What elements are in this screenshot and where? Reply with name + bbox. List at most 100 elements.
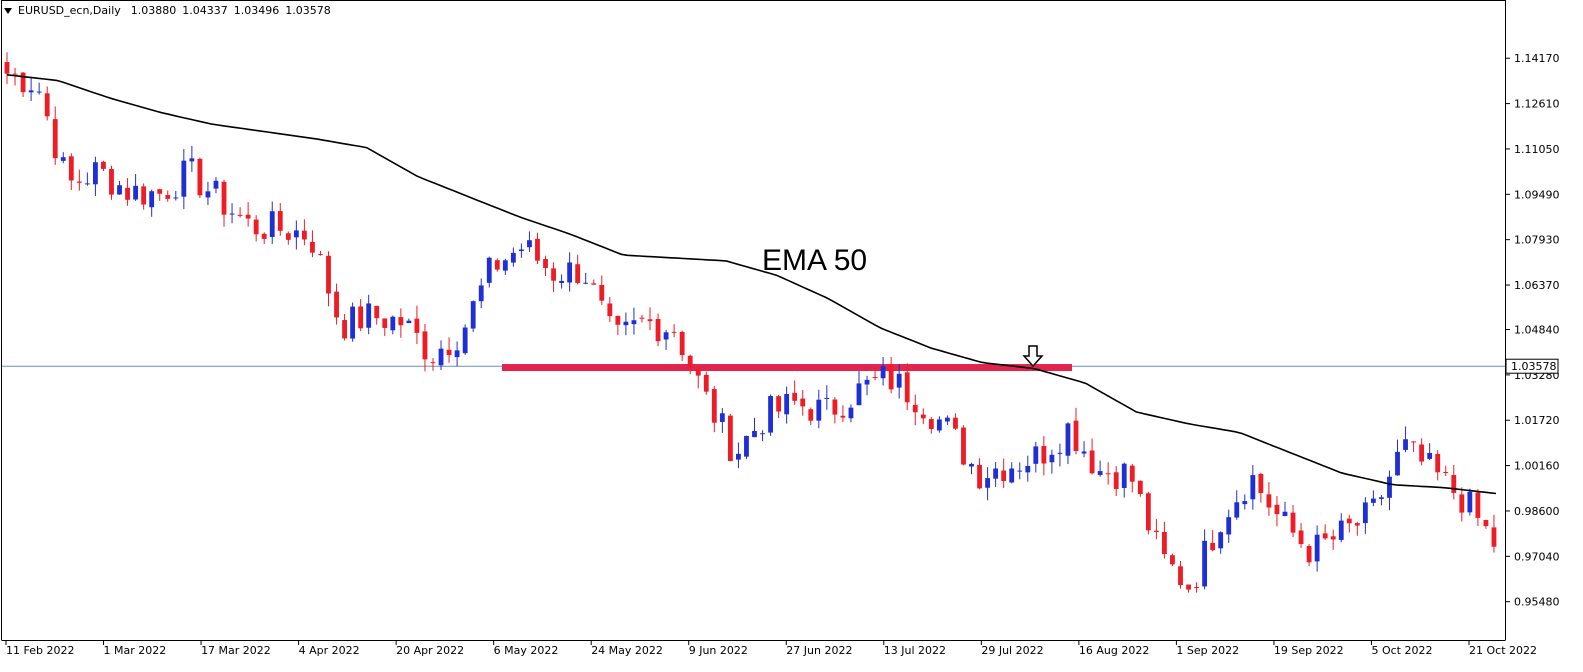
candle-body: [1354, 523, 1360, 526]
candle-body: [462, 327, 468, 354]
candle-body: [221, 181, 227, 215]
candle-body: [1001, 470, 1007, 482]
candle-body: [1202, 540, 1208, 587]
candle-body: [109, 168, 114, 195]
candle-body: [1467, 491, 1473, 513]
candle-body: [1403, 439, 1408, 450]
candle-body: [1033, 446, 1039, 464]
candle-body: [1234, 502, 1240, 518]
candle-body: [655, 319, 661, 342]
candle-body: [784, 393, 790, 415]
x-tick-label: 5 Oct 2022: [1371, 644, 1432, 657]
candle-body: [567, 262, 573, 283]
candle-body: [350, 306, 356, 339]
candle-body: [768, 396, 773, 433]
candle-body: [1081, 451, 1087, 454]
candle-body: [117, 185, 122, 195]
candle-body: [969, 463, 974, 467]
candle-body: [358, 306, 364, 329]
candle-body: [888, 364, 894, 390]
candle-body: [727, 415, 733, 462]
y-tick-label: 1.01720: [1514, 414, 1560, 427]
support-zone-bar: [502, 364, 1072, 372]
x-tick-label: 17 Mar 2022: [201, 644, 271, 657]
candle-body: [711, 389, 717, 423]
candle-body: [60, 157, 66, 161]
candle-body: [912, 404, 918, 413]
y-tick-label: 1.11050: [1514, 143, 1560, 156]
x-tick-label: 16 Aug 2022: [1079, 644, 1149, 657]
candle-body: [1250, 475, 1256, 500]
candle-body: [1226, 517, 1232, 535]
candle-body: [1186, 584, 1191, 590]
y-tick-label: 1.12610: [1514, 98, 1560, 111]
candle-body: [101, 161, 106, 169]
candle-body: [237, 214, 243, 216]
candle-body: [736, 453, 741, 460]
candle-body: [607, 303, 613, 317]
candle-body: [1362, 502, 1368, 524]
candle-body: [1491, 527, 1497, 547]
candle-body: [848, 407, 854, 419]
candle-body: [205, 191, 211, 198]
candle-body: [1338, 520, 1344, 540]
candle-body: [703, 374, 709, 392]
candle-body: [245, 214, 251, 219]
candle-body: [518, 249, 524, 252]
candle-body: [623, 321, 629, 326]
candle-body: [840, 415, 846, 418]
candle-body: [1387, 476, 1392, 498]
candle-body: [864, 379, 870, 385]
candle-body: [494, 260, 500, 270]
candle-body: [1451, 475, 1457, 493]
candle-body: [856, 383, 862, 406]
candle-body: [1322, 533, 1328, 539]
ohlc-low: 1.03496: [233, 4, 280, 17]
y-tick-label: 1.07930: [1514, 234, 1560, 247]
candle-body: [44, 93, 50, 117]
candle-body: [1113, 472, 1119, 490]
candle-body: [816, 399, 822, 421]
candle-body: [639, 317, 645, 319]
candle-body: [543, 259, 548, 268]
candle-body: [1097, 471, 1103, 475]
y-tick-label: 0.98600: [1514, 505, 1560, 518]
candle-body: [1427, 452, 1433, 459]
candle-body: [197, 158, 203, 196]
candle-body: [406, 320, 412, 324]
candle-body: [382, 318, 388, 328]
candle-body: [1258, 473, 1264, 494]
candle-body: [1483, 520, 1489, 527]
candle-body: [438, 348, 444, 366]
candle-body: [1459, 494, 1465, 513]
candle-body: [1121, 463, 1127, 488]
candle-body: [744, 435, 749, 457]
candle-body: [1057, 452, 1063, 454]
ohlc-close: 1.03578: [285, 4, 331, 17]
candle-body: [374, 305, 380, 319]
candle-body: [181, 160, 187, 197]
candle-body: [1170, 555, 1175, 565]
title-dropdown-icon[interactable]: [4, 7, 12, 14]
candle-body: [478, 285, 484, 302]
candle-body: [414, 318, 420, 333]
candle-body: [285, 233, 291, 240]
candle-body: [551, 268, 556, 281]
candle-body: [4, 62, 10, 74]
candle-body: [824, 397, 830, 399]
candle-body: [944, 417, 950, 422]
candle-body: [1443, 472, 1449, 474]
candle-body: [213, 180, 219, 189]
symbol-label: EURUSD_ecn,Daily: [18, 4, 121, 17]
candle-body: [149, 191, 155, 208]
candle-body: [93, 162, 98, 185]
candle-body: [1282, 511, 1288, 516]
candle-body: [575, 264, 581, 284]
candle-body: [527, 240, 532, 248]
candle-body: [334, 291, 339, 318]
candle-body: [125, 187, 130, 200]
candle-body: [1137, 480, 1143, 494]
